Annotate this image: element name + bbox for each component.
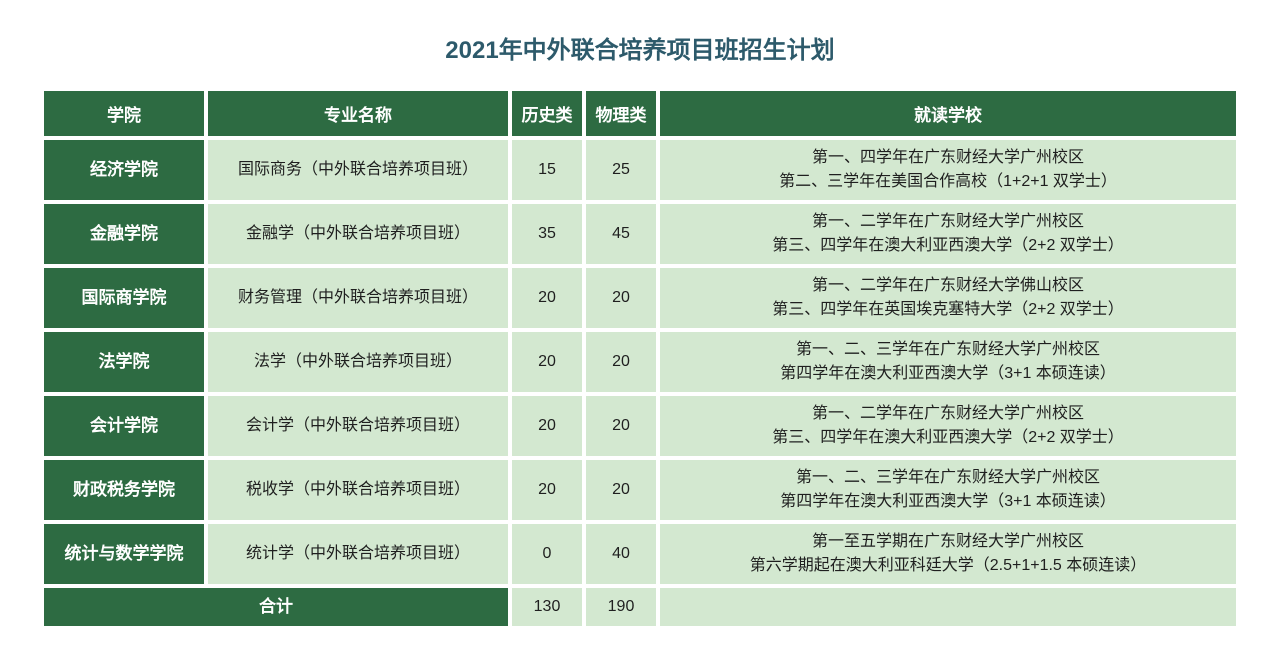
school-line2: 第三、四学年在澳大利亚西澳大学（2+2 双学士） xyxy=(772,429,1124,446)
enrollment-table: 学院 专业名称 历史类 物理类 就读学校 经济学院国际商务（中外联合培养项目班）… xyxy=(40,87,1240,630)
cell-college: 国际商学院 xyxy=(44,268,204,328)
school-line1: 第一、二学年在广东财经大学广州校区 xyxy=(812,213,1084,230)
school-line1: 第一、二学年在广东财经大学广州校区 xyxy=(812,405,1084,422)
cell-school: 第一、四学年在广东财经大学广州校区第二、三学年在美国合作高校（1+2+1 双学士… xyxy=(660,140,1236,200)
table-row: 财政税务学院税收学（中外联合培养项目班）2020第一、二、三学年在广东财经大学广… xyxy=(44,460,1236,520)
cell-physics: 45 xyxy=(586,204,656,264)
cell-college: 统计与数学学院 xyxy=(44,524,204,584)
table-row: 统计与数学学院统计学（中外联合培养项目班）040第一至五学期在广东财经大学广州校… xyxy=(44,524,1236,584)
cell-history: 15 xyxy=(512,140,582,200)
table-row: 金融学院金融学（中外联合培养项目班）3545第一、二学年在广东财经大学广州校区第… xyxy=(44,204,1236,264)
cell-history: 35 xyxy=(512,204,582,264)
cell-college: 会计学院 xyxy=(44,396,204,456)
school-line2: 第六学期起在澳大利亚科廷大学（2.5+1+1.5 本硕连读） xyxy=(750,557,1147,574)
cell-history: 20 xyxy=(512,396,582,456)
cell-major: 会计学（中外联合培养项目班） xyxy=(208,396,508,456)
th-physics: 物理类 xyxy=(586,91,656,136)
total-physics: 190 xyxy=(586,588,656,626)
cell-history: 20 xyxy=(512,268,582,328)
school-line2: 第三、四学年在澳大利亚西澳大学（2+2 双学士） xyxy=(772,237,1124,254)
total-label: 合计 xyxy=(44,588,508,626)
cell-physics: 25 xyxy=(586,140,656,200)
cell-school: 第一、二、三学年在广东财经大学广州校区第四学年在澳大利亚西澳大学（3+1 本硕连… xyxy=(660,460,1236,520)
cell-physics: 20 xyxy=(586,332,656,392)
page-title: 2021年中外联合培养项目班招生计划 xyxy=(40,30,1240,65)
total-history: 130 xyxy=(512,588,582,626)
school-line2: 第四学年在澳大利亚西澳大学（3+1 本硕连读） xyxy=(780,365,1116,382)
th-school: 就读学校 xyxy=(660,91,1236,136)
cell-physics: 40 xyxy=(586,524,656,584)
cell-physics: 20 xyxy=(586,396,656,456)
school-line2: 第三、四学年在英国埃克塞特大学（2+2 双学士） xyxy=(772,301,1124,318)
th-history: 历史类 xyxy=(512,91,582,136)
school-line2: 第二、三学年在美国合作高校（1+2+1 双学士） xyxy=(779,173,1117,190)
cell-school: 第一、二、三学年在广东财经大学广州校区第四学年在澳大利亚西澳大学（3+1 本硕连… xyxy=(660,332,1236,392)
cell-school: 第一、二学年在广东财经大学广州校区第三、四学年在澳大利亚西澳大学（2+2 双学士… xyxy=(660,396,1236,456)
cell-school: 第一至五学期在广东财经大学广州校区第六学期起在澳大利亚科廷大学（2.5+1+1.… xyxy=(660,524,1236,584)
school-line1: 第一、二、三学年在广东财经大学广州校区 xyxy=(796,341,1100,358)
cell-major: 法学（中外联合培养项目班） xyxy=(208,332,508,392)
cell-history: 20 xyxy=(512,332,582,392)
cell-major: 统计学（中外联合培养项目班） xyxy=(208,524,508,584)
school-line1: 第一至五学期在广东财经大学广州校区 xyxy=(812,533,1084,550)
cell-college: 经济学院 xyxy=(44,140,204,200)
cell-physics: 20 xyxy=(586,268,656,328)
cell-major: 金融学（中外联合培养项目班） xyxy=(208,204,508,264)
cell-major: 国际商务（中外联合培养项目班） xyxy=(208,140,508,200)
table-total-row: 合计 130 190 xyxy=(44,588,1236,626)
cell-physics: 20 xyxy=(586,460,656,520)
table-row: 法学院法学（中外联合培养项目班）2020第一、二、三学年在广东财经大学广州校区第… xyxy=(44,332,1236,392)
table-header-row: 学院 专业名称 历史类 物理类 就读学校 xyxy=(44,91,1236,136)
cell-college: 法学院 xyxy=(44,332,204,392)
school-line1: 第一、二学年在广东财经大学佛山校区 xyxy=(812,277,1084,294)
cell-school: 第一、二学年在广东财经大学佛山校区第三、四学年在英国埃克塞特大学（2+2 双学士… xyxy=(660,268,1236,328)
cell-college: 财政税务学院 xyxy=(44,460,204,520)
th-major: 专业名称 xyxy=(208,91,508,136)
table-row: 会计学院会计学（中外联合培养项目班）2020第一、二学年在广东财经大学广州校区第… xyxy=(44,396,1236,456)
th-college: 学院 xyxy=(44,91,204,136)
table-row: 经济学院国际商务（中外联合培养项目班）1525第一、四学年在广东财经大学广州校区… xyxy=(44,140,1236,200)
cell-major: 财务管理（中外联合培养项目班） xyxy=(208,268,508,328)
cell-school: 第一、二学年在广东财经大学广州校区第三、四学年在澳大利亚西澳大学（2+2 双学士… xyxy=(660,204,1236,264)
cell-college: 金融学院 xyxy=(44,204,204,264)
cell-major: 税收学（中外联合培养项目班） xyxy=(208,460,508,520)
cell-history: 0 xyxy=(512,524,582,584)
total-empty xyxy=(660,588,1236,626)
cell-history: 20 xyxy=(512,460,582,520)
school-line1: 第一、四学年在广东财经大学广州校区 xyxy=(812,149,1084,166)
table-row: 国际商学院财务管理（中外联合培养项目班）2020第一、二学年在广东财经大学佛山校… xyxy=(44,268,1236,328)
school-line2: 第四学年在澳大利亚西澳大学（3+1 本硕连读） xyxy=(780,493,1116,510)
school-line1: 第一、二、三学年在广东财经大学广州校区 xyxy=(796,469,1100,486)
